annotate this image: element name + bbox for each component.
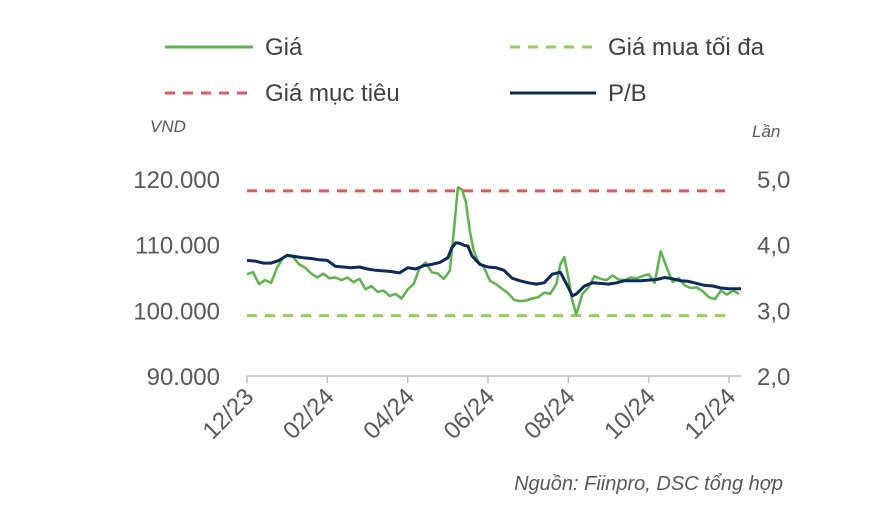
legend-label-gia: Giá	[265, 34, 303, 61]
y-left-tick-label: 120.000	[133, 167, 220, 194]
series-lines	[246, 186, 741, 316]
y-right-tick-label: 4,0	[757, 233, 790, 260]
x-tick-label: 10/24	[599, 383, 661, 445]
y-right-tick-label: 3,0	[757, 298, 790, 325]
x-tick-label: 12/24	[680, 383, 742, 445]
legend-label-gia-muc-tieu: Giá mục tiêu	[265, 80, 400, 107]
x-tick-label: 08/24	[519, 383, 581, 445]
y-left-axis-ticks: 90.000 100.000 110.000 120.000	[133, 167, 220, 391]
x-tick-label: 02/24	[278, 383, 340, 445]
x-axis-ticks: 12/23 02/24 04/24 06/24 08/24 10/24 12/24	[198, 376, 742, 445]
y-left-tick-label: 90.000	[147, 364, 220, 391]
y-left-tick-label: 110.000	[135, 233, 220, 260]
x-tick-label: 12/23	[198, 383, 260, 445]
source-note: Nguồn: Fiinpro, DSC tổng hợp	[514, 473, 783, 495]
series-line-gia	[246, 186, 740, 316]
reference-lines	[247, 189, 731, 318]
y-right-axis-title: Lần	[752, 122, 780, 141]
legend: Giá Giá mua tối đa Giá mục tiêu P/B	[165, 34, 765, 107]
legend-label-pb: P/B	[608, 80, 647, 107]
legend-label-gia-mua-toi-da: Giá mua tối đa	[608, 34, 765, 61]
series-line-p-b	[246, 241, 741, 298]
x-tick-label: 06/24	[439, 383, 501, 445]
y-right-tick-label: 5,0	[757, 167, 790, 194]
y-right-axis-ticks: 2,0 3,0 4,0 5,0	[757, 167, 790, 391]
x-tick-label: 04/24	[358, 383, 420, 445]
y-left-tick-label: 100.000	[133, 298, 220, 325]
y-left-axis-title: VND	[150, 117, 186, 136]
y-right-tick-label: 2,0	[757, 364, 790, 391]
